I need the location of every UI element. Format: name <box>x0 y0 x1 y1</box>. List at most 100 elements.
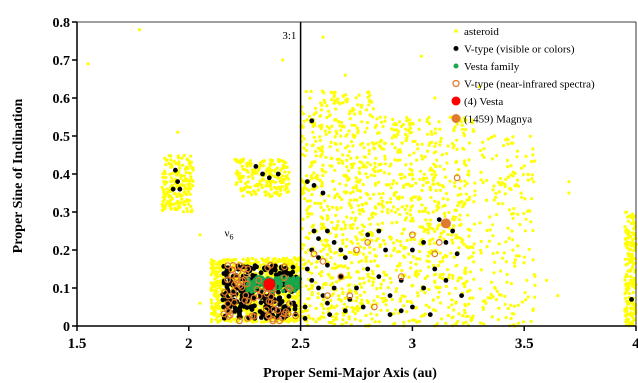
asteroid-point <box>240 164 244 168</box>
asteroid-point <box>314 265 318 269</box>
asteroid-point <box>351 190 355 194</box>
asteroid-point <box>316 146 321 150</box>
asteroid-point <box>343 223 347 227</box>
asteroid-point <box>478 287 482 291</box>
asteroid-point <box>454 160 458 165</box>
v-type-nir-point <box>431 250 439 258</box>
asteroid-point <box>169 207 173 211</box>
asteroid-point <box>454 300 458 304</box>
asteroid-point <box>339 134 343 138</box>
asteroid-point <box>346 154 350 158</box>
asteroid-point <box>305 235 309 239</box>
asteroid-point <box>504 315 508 320</box>
asteroid-point <box>301 266 306 270</box>
v-type-nir-point <box>364 238 372 246</box>
asteroid-point <box>261 177 265 181</box>
asteroid-point <box>502 143 506 148</box>
asteroid-point <box>320 184 324 188</box>
asteroid-point <box>510 229 514 233</box>
asteroid-point <box>364 313 368 318</box>
asteroid-point <box>246 170 250 174</box>
asteroid-point <box>413 139 417 143</box>
asteroid-point <box>373 169 377 174</box>
asteroid-point <box>478 148 482 153</box>
asteroid-point <box>457 168 461 172</box>
asteroid-point <box>378 115 382 119</box>
asteroid-point <box>358 196 363 200</box>
asteroid-point <box>389 254 393 258</box>
asteroid-point <box>213 292 217 296</box>
asteroid-point <box>373 161 377 165</box>
asteroid-point <box>382 278 386 282</box>
asteroid-point <box>284 165 288 169</box>
asteroid-point <box>308 316 312 320</box>
asteroid-point <box>263 190 267 194</box>
asteroid-point <box>389 186 393 190</box>
asteroid-point <box>351 106 355 111</box>
asteroid-point <box>335 317 339 321</box>
x-tick-label: 1.5 <box>68 336 87 352</box>
v-type-nir-point <box>276 317 284 325</box>
v-type-visible-point <box>172 167 178 173</box>
asteroid-point <box>333 168 337 172</box>
asteroid-point <box>442 167 446 171</box>
asteroid-point <box>432 170 437 174</box>
legend-marker <box>454 29 458 33</box>
asteroid-point <box>520 195 524 199</box>
v-type-nir-point <box>224 300 232 308</box>
asteroid-point <box>339 128 343 132</box>
asteroid-point <box>356 103 360 107</box>
asteroid-point <box>434 173 438 177</box>
asteroid-point <box>374 123 378 127</box>
asteroid-point <box>411 318 415 322</box>
asteroid-point <box>336 97 340 101</box>
asteroid-point <box>517 254 521 258</box>
asteroid-point <box>358 212 362 216</box>
asteroid-point <box>405 116 409 120</box>
asteroid-point <box>368 245 372 249</box>
asteroid-point <box>556 294 560 298</box>
asteroid-point <box>331 292 335 296</box>
asteroid-point <box>281 292 285 296</box>
asteroid-point <box>503 294 507 298</box>
asteroid-point <box>414 181 418 185</box>
v-type-nir-point <box>224 306 231 314</box>
asteroid-point <box>494 195 498 199</box>
asteroid-point <box>325 239 329 243</box>
asteroid-point <box>491 188 495 192</box>
asteroid-point <box>532 180 536 184</box>
asteroid-point <box>338 298 342 302</box>
asteroid-point <box>348 191 353 195</box>
asteroid-point <box>314 154 318 158</box>
asteroid-point <box>471 245 475 250</box>
asteroid-point <box>632 276 636 280</box>
asteroid-point <box>334 107 338 111</box>
asteroid-point <box>394 268 398 272</box>
asteroid-point <box>184 170 188 175</box>
asteroid-point <box>305 143 309 147</box>
asteroid-point <box>383 157 387 161</box>
vesta-family-point <box>246 288 251 293</box>
asteroid-point <box>497 306 501 310</box>
asteroid-point <box>509 173 513 177</box>
asteroid-point <box>453 184 457 188</box>
asteroid-point <box>446 268 450 272</box>
asteroid-point <box>237 171 242 175</box>
asteroid-point <box>253 184 257 188</box>
asteroid-point <box>439 136 443 141</box>
asteroid-point <box>314 106 318 110</box>
asteroid-point <box>481 305 485 309</box>
asteroid-point <box>408 131 412 135</box>
vesta-family-point <box>293 283 298 287</box>
asteroid-point <box>329 256 333 260</box>
asteroid-point <box>371 280 375 284</box>
asteroid-point <box>177 192 181 196</box>
asteroid-point <box>371 283 375 287</box>
asteroid-point <box>477 85 482 89</box>
asteroid-point <box>355 156 359 160</box>
asteroid-point <box>360 120 364 124</box>
v-type-visible-point <box>421 285 426 291</box>
asteroid-point <box>360 202 364 206</box>
asteroid-point <box>427 115 431 119</box>
asteroid-point <box>434 188 438 193</box>
